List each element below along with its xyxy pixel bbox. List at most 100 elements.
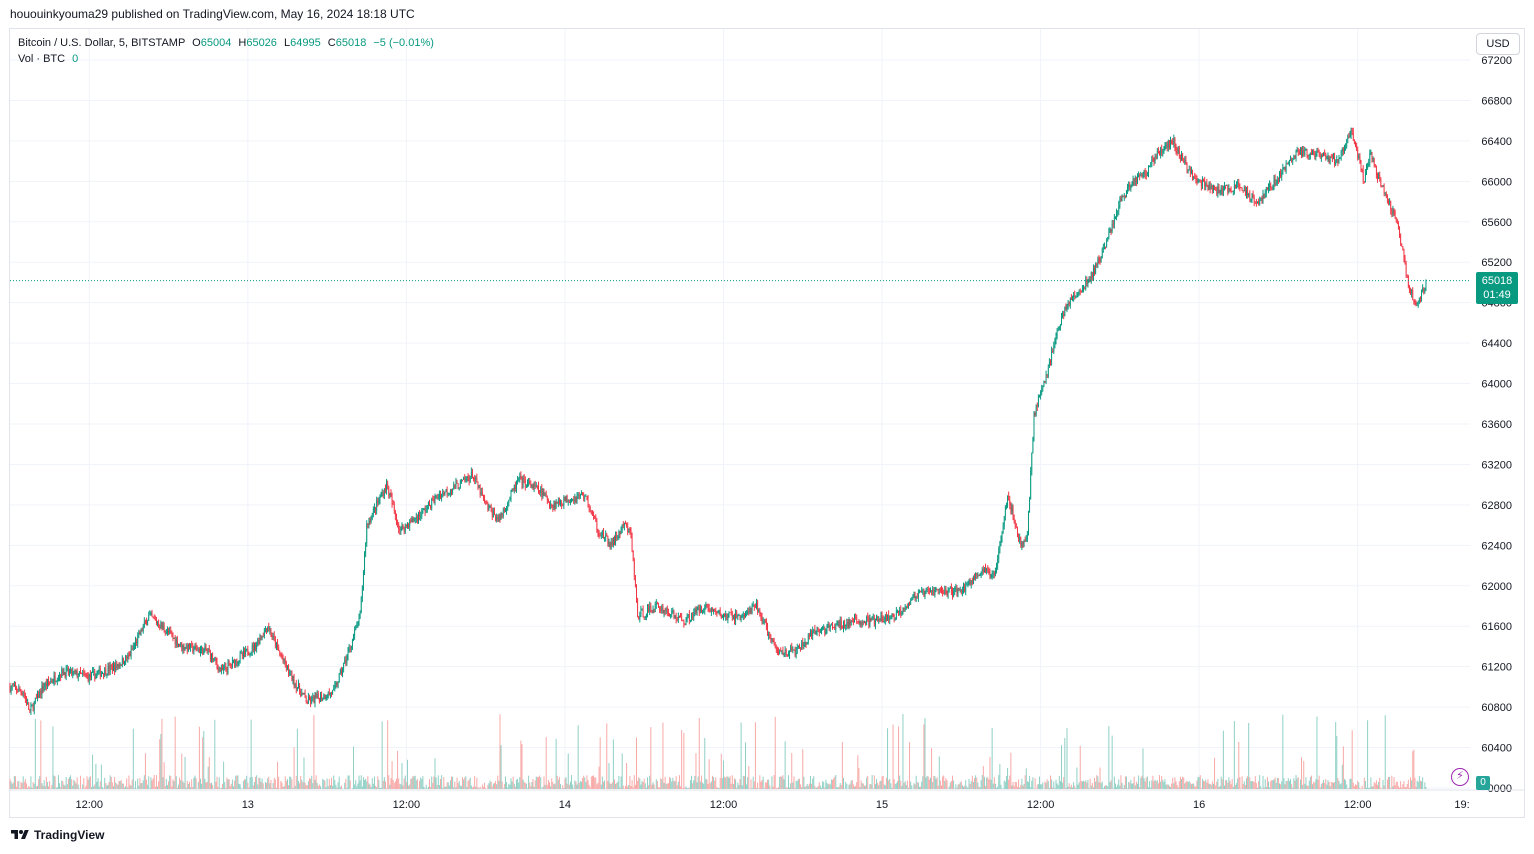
price-tick-label: 62000 [1481,581,1512,593]
currency-button[interactable]: USD [1476,33,1520,55]
candle-body [102,673,103,674]
price-tick-label: 63200 [1481,459,1512,471]
volume-bar [1065,787,1067,789]
volume-bar [806,783,808,789]
candle-body [1112,223,1114,225]
volume-bar [114,777,116,789]
volume-bar [649,775,651,789]
candle-body [960,589,962,592]
volume-bar [482,786,484,789]
volume-bar [335,784,337,789]
volume-bar [139,778,141,789]
volume-bar [544,784,546,789]
candle-body [1344,146,1345,151]
candle-body [708,608,710,611]
candle-body [871,617,873,621]
candle-body [864,621,865,624]
candle-body [956,587,958,595]
volume-bar [1274,777,1276,789]
candle-body [1307,155,1309,157]
candle-body [977,574,979,576]
volume-bar [153,775,155,789]
candle-body [633,560,635,577]
candle-body [442,491,444,495]
volume-bar [829,784,831,789]
candle-body [759,609,761,616]
candle-body [70,668,71,672]
candle-body [905,606,907,609]
tradingview-footer[interactable]: TradingView [10,828,104,842]
candle-body [647,607,648,614]
candle-body [191,643,193,645]
volume-bar [1367,720,1369,789]
volume-bar [571,775,573,789]
volume-bar [753,781,755,789]
volume-bar [768,779,770,789]
candle-body [262,636,264,638]
candle-body [197,649,199,651]
candle-body [1135,177,1137,182]
volume-bar [1306,785,1308,789]
candle-body [378,500,380,503]
candle-body [454,484,456,489]
volume-bar [13,776,15,789]
candle-body [375,507,376,511]
candle-body [86,675,88,676]
volume-bar [630,786,632,789]
volume-bar [1386,779,1388,789]
volume-bar [613,779,615,789]
volume-bar [1268,781,1270,789]
candle-body [18,688,20,692]
candle-body [663,610,665,613]
candle-body [205,646,207,651]
volume-bar [683,732,685,789]
volume-bar [184,756,186,789]
candle-body [537,485,538,487]
candle-body [595,518,597,522]
volume-bar [790,783,792,789]
volume-bar [314,779,316,789]
candle-body [894,618,896,620]
volume-bar [1074,785,1076,789]
candle-body [1124,195,1126,198]
candle-body [1110,229,1112,232]
volume-bar [1165,784,1167,789]
candle-body [34,698,36,703]
candle-body [385,488,386,491]
candle-body [239,653,241,661]
volume-bar [817,785,819,789]
volume-bar [575,781,577,789]
lightning-icon[interactable]: ⚡ [1451,768,1469,786]
candle-body [710,608,712,613]
volume-bar [564,778,566,789]
candle-body [589,508,591,511]
candle-body [474,478,476,480]
candle-body [1184,159,1186,164]
candle-body [311,697,313,703]
candle-body [586,495,588,497]
candle-body [559,500,560,504]
candle-body [380,496,382,497]
candle-body [868,618,870,626]
candle-body [673,610,675,617]
candle-body [806,642,808,645]
candle-body [125,655,127,664]
volume-bar [1186,780,1188,789]
volume-bar [917,782,919,789]
candle-body [865,621,866,624]
volume-bar [143,775,145,789]
candle-body [1072,297,1073,300]
candle-body [746,613,748,615]
candle-body [1026,535,1028,539]
candle-body [219,667,221,672]
candle-body [386,482,387,491]
candle-body [1425,281,1427,290]
volume-bar [1084,781,1086,789]
volume-bar [1301,757,1303,789]
candle-body [549,502,550,507]
volume-bar [589,787,591,789]
candle-body [1025,538,1027,541]
volume-bar [1394,784,1396,789]
candle-body [1066,305,1068,310]
